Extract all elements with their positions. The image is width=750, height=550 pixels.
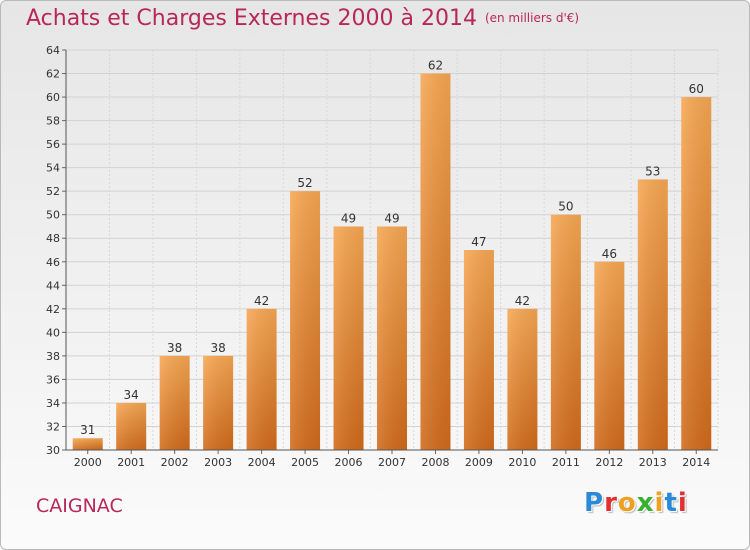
title-text: Achats et Charges Externes 2000 à 2014: [26, 6, 477, 31]
y-tick-label: 56: [46, 138, 60, 151]
bar-shading: [420, 73, 451, 450]
bar-shading: [681, 97, 712, 450]
y-tick-label: 30: [46, 444, 60, 457]
data-label: 62: [428, 59, 443, 73]
place-name: CAIGNAC: [36, 495, 123, 517]
x-tick-label: 2013: [639, 456, 667, 469]
y-tick-label: 36: [46, 373, 60, 386]
bar-shading: [203, 355, 234, 450]
data-label: 34: [124, 388, 139, 402]
data-label: 42: [515, 294, 530, 308]
bar-shading: [72, 438, 103, 450]
y-tick-label: 46: [46, 256, 60, 269]
bar-shading: [637, 179, 668, 451]
bar-shading: [594, 261, 625, 450]
bar-shading: [377, 226, 407, 450]
x-tick-label: 2002: [161, 456, 189, 469]
bar-shading: [333, 226, 364, 450]
bar-shading: [507, 308, 538, 450]
data-label: 38: [167, 341, 182, 355]
chart-title: Achats et Charges Externes 2000 à 2014 (e…: [26, 6, 579, 31]
bar-shading: [463, 250, 494, 450]
x-tick-label: 2014: [682, 456, 710, 469]
chart-subtitle: (en milliers d'€): [484, 11, 580, 25]
y-tick-label: 48: [46, 232, 60, 245]
x-tick-label: 2010: [508, 456, 536, 469]
data-label: 47: [471, 235, 486, 249]
logo-letter: o: [617, 488, 637, 518]
y-tick-label: 38: [46, 350, 60, 363]
data-label: 53: [645, 164, 660, 178]
y-tick-label: 44: [46, 279, 60, 292]
data-label: 49: [341, 211, 356, 225]
logo-letter: x: [636, 488, 655, 518]
y-tick-label: 34: [46, 397, 60, 410]
y-tick-label: 40: [46, 326, 60, 339]
data-label: 60: [689, 82, 704, 96]
y-tick-label: 52: [46, 185, 60, 198]
bars: [72, 73, 712, 451]
y-tick-label: 54: [46, 162, 60, 175]
data-label: 46: [602, 247, 617, 261]
x-tick-label: 2008: [421, 456, 449, 469]
logo-letter: P: [584, 488, 605, 518]
bar-shading: [550, 214, 581, 450]
bar-shading: [116, 402, 147, 450]
data-label: 38: [210, 341, 225, 355]
y-tick-label: 60: [46, 91, 60, 104]
x-tick-label: 2000: [74, 456, 102, 469]
x-tick-label: 2012: [595, 456, 623, 469]
y-tick-label: 62: [46, 68, 60, 81]
y-tick-label: 32: [46, 420, 60, 433]
labels: 30 32 34 36 38 40 42 44 46 48 50 52 54 56 58 60 62 64 31 20…: [46, 44, 710, 469]
axes: [62, 49, 718, 454]
bar-shading: [290, 191, 321, 451]
logo-letter: i: [677, 488, 688, 518]
y-tick-label: 42: [46, 303, 60, 316]
proxiti-logo[interactable]: Proxiti: [584, 488, 688, 518]
x-tick-label: 2009: [465, 456, 493, 469]
bar-shading: [246, 308, 277, 450]
logo-letter: r: [604, 488, 618, 518]
y-tick-label: 58: [46, 115, 60, 128]
logo-letter: t: [664, 488, 678, 518]
data-label: 50: [558, 200, 573, 214]
data-label: 49: [384, 211, 399, 225]
x-tick-label: 2011: [552, 456, 580, 469]
bar-shading: [159, 355, 190, 450]
x-tick-label: 2004: [248, 456, 276, 469]
y-tick-label: 64: [46, 44, 60, 57]
data-label: 42: [254, 294, 269, 308]
x-tick-label: 2007: [378, 456, 406, 469]
x-tick-label: 2006: [335, 456, 363, 469]
data-label: 31: [80, 423, 95, 437]
data-label: 52: [297, 176, 312, 190]
y-tick-label: 50: [46, 209, 60, 222]
x-tick-label: 2001: [117, 456, 145, 469]
x-tick-label: 2005: [291, 456, 319, 469]
x-tick-label: 2003: [204, 456, 232, 469]
logo-letter: i: [654, 488, 665, 518]
